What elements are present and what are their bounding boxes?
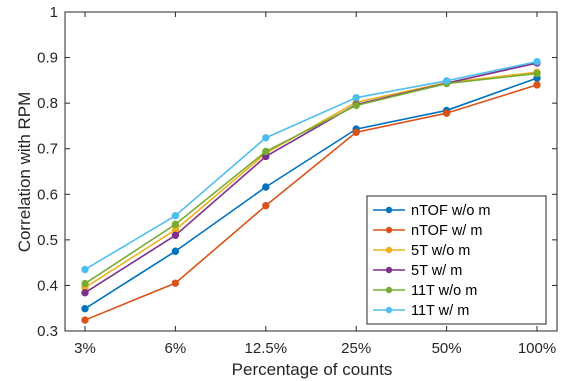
y-tick-label: 0.8 [37, 95, 58, 112]
legend-item: 5T w/o m [373, 243, 470, 259]
x-axis: 3% 6% 12.5% 25% 50% 100% [74, 12, 556, 357]
x-tick-label: 3% [74, 340, 96, 357]
series-line [84, 62, 538, 294]
data-point [352, 93, 360, 102]
legend-label: 11T w/ m [411, 303, 469, 319]
legend-label: 5T w/ m [411, 263, 462, 279]
legend-marker [385, 266, 393, 274]
x-tick-label: 50% [432, 340, 462, 357]
legend-label: 5T w/o m [411, 243, 470, 259]
y-tick-label: 0.7 [37, 141, 58, 158]
plot-frame [64, 11, 558, 332]
x-tick-label: 6% [165, 340, 187, 357]
legend-item: 11T w/o m [373, 283, 477, 299]
series-line [84, 60, 538, 271]
y-tick-label: 0.4 [37, 277, 58, 294]
series-layer [81, 57, 541, 324]
data-point [352, 128, 360, 137]
legend-marker [385, 226, 393, 234]
data-point [81, 304, 89, 313]
data-point [262, 201, 270, 210]
data-point [81, 265, 89, 274]
legend-item: nTOF w/ m [373, 223, 482, 239]
legend-marker [385, 286, 393, 294]
data-point [262, 183, 270, 191]
data-point [81, 316, 89, 324]
plot-area [64, 11, 558, 332]
data-point [171, 279, 180, 287]
y-tick-label: 0.3 [37, 323, 58, 340]
data-point [352, 101, 360, 110]
series-line [84, 77, 538, 310]
data-point [171, 247, 180, 255]
data-point [171, 231, 180, 240]
y-tick-label: 0.5 [37, 232, 58, 249]
y-tick-label: 0.9 [37, 50, 58, 67]
data-point [533, 81, 541, 89]
x-tick-label: 25% [341, 340, 371, 357]
y-tick-label: 0.6 [37, 186, 58, 203]
legend-marker [385, 206, 393, 214]
x-tick-label: 100% [518, 340, 556, 357]
y-axis: 0.3 0.4 0.5 0.6 0.7 0.8 0.9 1 [37, 4, 557, 340]
data-point [533, 69, 541, 78]
series-line [84, 84, 538, 321]
x-tick-label: 12.5% [245, 340, 288, 357]
data-point [171, 212, 180, 220]
legend-label: 11T w/o m [411, 283, 477, 299]
legend-label: nTOF w/ m [411, 223, 482, 239]
legend-label: nTOF w/o m [411, 203, 491, 219]
series-5 [81, 57, 541, 274]
data-point [81, 289, 89, 297]
legend-box [366, 195, 547, 325]
data-point [171, 220, 180, 229]
data-point [81, 279, 89, 288]
data-point [533, 57, 541, 66]
x-axis-title: Percentage of counts [232, 360, 393, 379]
y-axis-title: Correlation with RPM [15, 92, 34, 253]
legend: nTOF w/o m nTOF w/ m 5T w/o m 5T w/ m 11T w/… [366, 195, 547, 325]
legend-marker [385, 306, 393, 314]
legend-marker [385, 246, 393, 254]
series-line [84, 72, 538, 285]
series-1 [81, 81, 541, 324]
data-point [262, 147, 270, 156]
data-point [442, 109, 451, 117]
legend-item: 11T w/ m [373, 303, 469, 319]
data-point [262, 134, 270, 142]
y-tick-label: 1 [50, 4, 58, 21]
legend-item: nTOF w/o m [373, 203, 491, 219]
legend-item: 5T w/ m [373, 263, 462, 279]
data-point [442, 77, 451, 85]
